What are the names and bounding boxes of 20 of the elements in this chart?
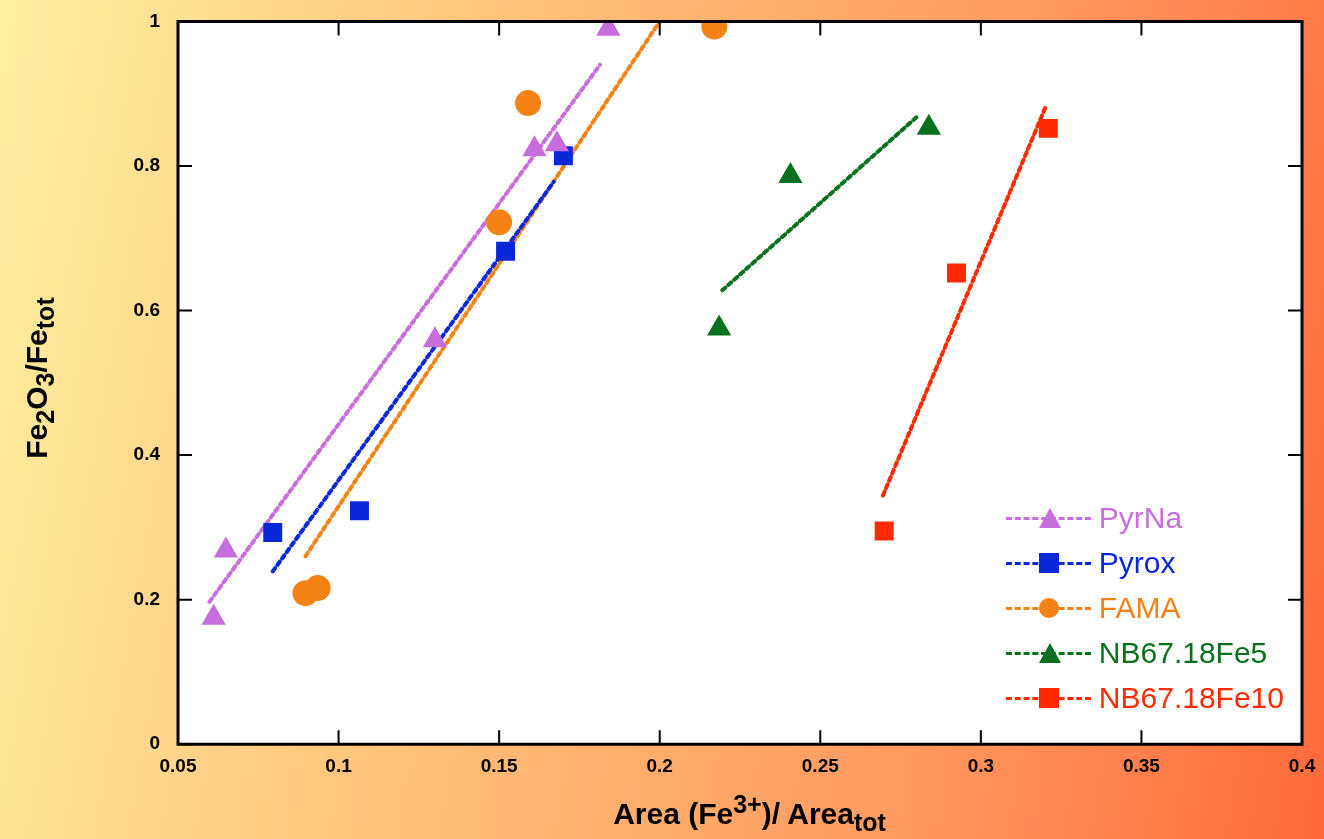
x-tick-label: 0.4	[1288, 754, 1316, 776]
x-axis-title: Area (Fe$^{3+}$)/ Area$_{tot}$	[612, 790, 887, 837]
y-tick-label: 0.8	[133, 154, 160, 176]
x-tick-label: 0.1	[325, 754, 353, 776]
x-tick-label: 0.2	[646, 754, 673, 776]
x-tick-label: 0.35	[1122, 754, 1161, 776]
y-tick-label: 0	[149, 732, 160, 754]
x-tick-label: 0.05	[159, 754, 197, 776]
y-tick-label: 0.6	[133, 298, 160, 320]
x-tick-label: 0.25	[801, 754, 840, 776]
y-tick-label: 1	[149, 9, 161, 31]
x-tick-label: 0.15	[480, 754, 519, 776]
x-tick-label: 0.3	[967, 754, 995, 776]
legend-label: FAMA	[1098, 590, 1181, 625]
legend-label: PyrNa	[1098, 500, 1183, 535]
y-tick-label: 0.4	[133, 443, 161, 465]
legend-label: Pyrox	[1098, 545, 1176, 580]
legend-label: NB67.18Fe5	[1098, 635, 1268, 670]
legend-label: NB67.18Fe10	[1098, 680, 1284, 715]
y-tick-label: 0.2	[133, 587, 160, 609]
